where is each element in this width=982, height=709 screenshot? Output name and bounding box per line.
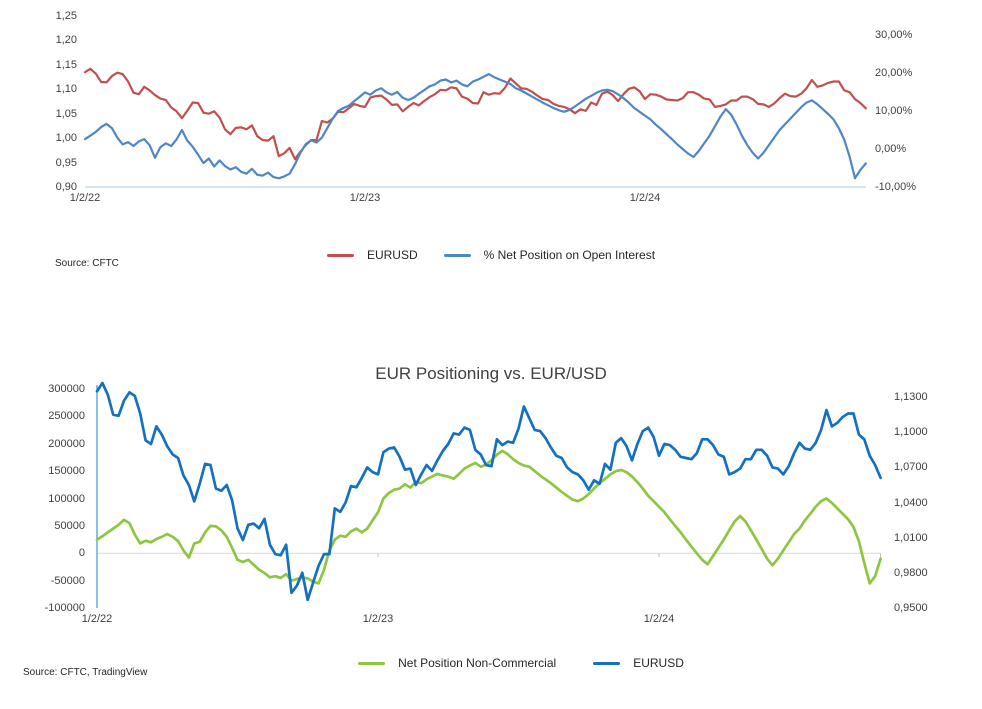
x-axis-tick-label: 1/2/22 — [81, 613, 113, 625]
y-axis-left-tick-label: 200000 — [48, 437, 85, 450]
y-axis-left-tick-label: 1,20 — [55, 34, 77, 47]
y-axis-left-tick-label: 1,25 — [55, 10, 77, 22]
y-axis-left-tick-label: 0,95 — [55, 156, 77, 169]
chart-title-bottom: EUR Positioning vs. EUR/USD — [375, 364, 607, 384]
y-axis-right-tick-label: -10,00% — [875, 181, 916, 193]
source-note-bottom: Source: CFTC, TradingView — [23, 667, 148, 678]
legend-item-eurusd: EURUSD — [326, 248, 418, 262]
legend-bottom-chart: Net Position Non-Commercial EURUSD — [0, 656, 982, 670]
y-axis-left-tick-label: 250000 — [48, 410, 85, 423]
legend-item-eurusd-bottom: EURUSD — [593, 656, 684, 670]
y-axis-left-tick-label: 1,00 — [55, 132, 77, 145]
legend-label: Net Position Non-Commercial — [398, 656, 557, 670]
legend-item-net-position: Net Position Non-Commercial — [358, 656, 556, 670]
series-line-eurusd — [83, 67, 867, 161]
legend-key-line-darkblue — [593, 661, 621, 665]
y-axis-right-tick-label: 1,0100 — [894, 531, 928, 544]
y-axis-left-tick-label: -100000 — [44, 602, 85, 614]
legend-key-line-green — [358, 661, 386, 665]
y-axis-left-tick-label: -50000 — [50, 574, 85, 587]
legend-label: EURUSD — [366, 248, 418, 262]
x-axis-tick-label: 1/2/24 — [643, 613, 675, 625]
y-axis-right-tick-label: 0,9500 — [894, 602, 928, 614]
legend-label: EURUSD — [633, 656, 684, 670]
series-line--net-position-on-open-interest — [83, 72, 867, 180]
y-axis-right-tick-label: 1,0700 — [894, 461, 928, 474]
x-axis-tick-label: 1/2/22 — [69, 192, 101, 204]
y-axis-right-tick-label: 0,9800 — [894, 566, 928, 579]
y-axis-left-tick-label: 50000 — [54, 519, 85, 532]
y-axis-right-tick-label: 10,00% — [875, 105, 913, 117]
y-axis-right-tick-label: 1,1000 — [894, 426, 928, 439]
legend-key-line-blue — [443, 253, 471, 257]
series-line-net-position-non-commercial — [95, 449, 882, 585]
y-axis-right-tick-label: 1,0400 — [894, 496, 928, 509]
y-axis-left-tick-label: 300000 — [48, 383, 85, 395]
series-line-eurusd — [95, 381, 882, 602]
y-axis-right-tick-label: 30,00% — [875, 29, 913, 41]
y-axis-left-tick-label: 0,90 — [55, 181, 77, 193]
y-axis-right-tick-label: 1,1300 — [894, 391, 928, 404]
y-axis-right-tick-label: 20,00% — [875, 67, 913, 79]
x-axis-tick-label: 1/2/24 — [629, 192, 661, 204]
legend-key-line-red — [326, 253, 354, 257]
y-axis-left-tick-label: 1,15 — [55, 58, 77, 71]
y-axis-right-tick-label: 0,00% — [875, 143, 907, 155]
y-axis-left-tick-label: 1,10 — [55, 83, 77, 96]
y-axis-left-tick-label: 100000 — [48, 492, 85, 505]
source-note-top: Source: CFTC — [55, 258, 119, 269]
y-axis-left-tick-label: 1,05 — [55, 107, 77, 120]
y-axis-left-tick-label: 150000 — [48, 465, 85, 478]
y-axis-left-tick-label: 0 — [78, 547, 85, 560]
legend-label: % Net Position on Open Interest — [483, 248, 656, 262]
legend-top-chart: EURUSD % Net Position on Open Interest — [0, 248, 982, 262]
x-axis-tick-label: 1/2/23 — [362, 613, 394, 625]
legend-item-net-position-pct: % Net Position on Open Interest — [443, 248, 656, 262]
x-axis-tick-label: 1/2/23 — [349, 192, 381, 204]
